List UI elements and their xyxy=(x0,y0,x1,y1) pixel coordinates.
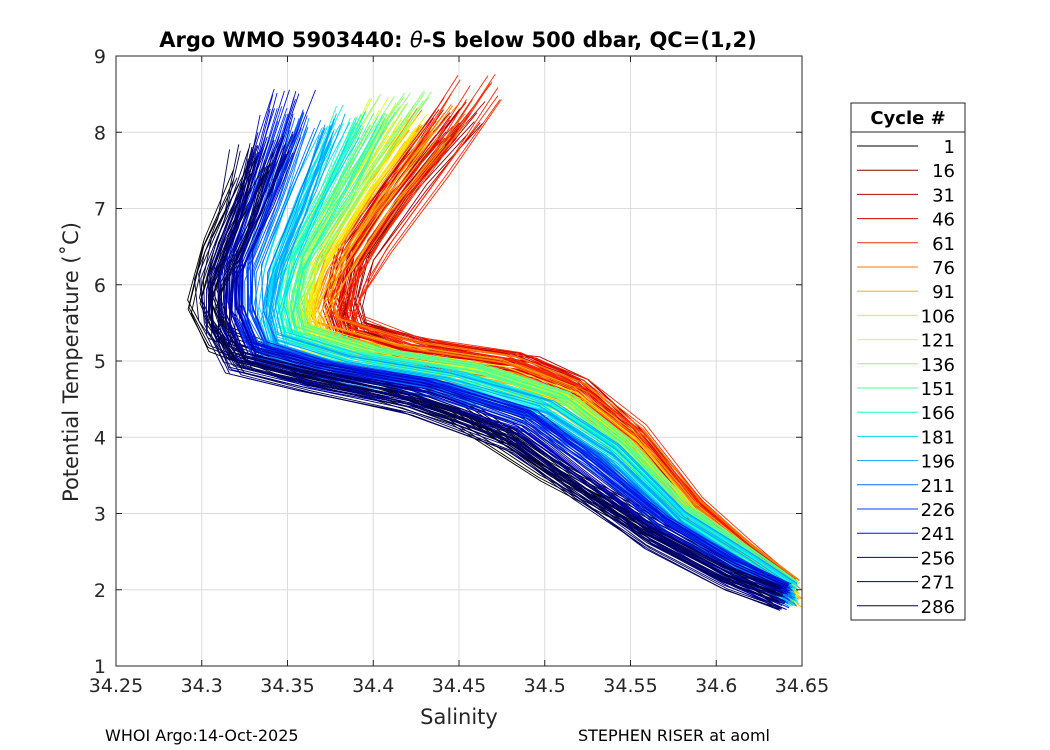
legend-label: 151 xyxy=(921,379,955,400)
x-tick-label: 34.4 xyxy=(352,675,394,697)
legend-label: 91 xyxy=(932,282,955,303)
profile-line xyxy=(230,150,785,601)
y-tick-label: 1 xyxy=(94,656,106,678)
profile-line xyxy=(346,75,796,581)
legend-label: 16 xyxy=(932,161,955,182)
profile-line xyxy=(234,134,789,592)
legend-label: 256 xyxy=(921,548,955,569)
x-tick-label: 34.35 xyxy=(260,675,314,697)
profile-line xyxy=(209,137,780,589)
legend-box xyxy=(850,102,966,621)
profile-line xyxy=(234,152,787,611)
chart-title: Argo WMO 5903440: θ-S below 500 dbar, QC… xyxy=(159,28,756,52)
profile-line xyxy=(299,111,799,583)
legend-label: 286 xyxy=(921,597,955,618)
legend-label: 166 xyxy=(921,403,955,424)
profile-line xyxy=(231,143,785,595)
legend-label: 211 xyxy=(921,476,955,497)
legend-label: 1 xyxy=(944,137,955,158)
profile-line xyxy=(211,151,781,595)
profile-line xyxy=(250,89,792,585)
legend-label: 46 xyxy=(932,210,955,231)
profile-line xyxy=(208,143,780,586)
legend-label: 181 xyxy=(921,427,955,448)
profile-line xyxy=(251,115,792,594)
legend-label: 196 xyxy=(921,452,955,473)
x-tick-label: 34.6 xyxy=(695,675,737,697)
legend-title: Cycle # xyxy=(870,108,945,129)
legend-label: 61 xyxy=(932,234,955,255)
profile-line xyxy=(258,127,793,590)
profile-line xyxy=(348,74,797,580)
x-tick-label: 34.25 xyxy=(89,675,143,697)
legend-label: 121 xyxy=(921,331,955,352)
profile-line xyxy=(217,167,782,610)
y-tick-label: 2 xyxy=(94,580,106,602)
y-tick-label: 5 xyxy=(94,351,106,373)
legend-label: 241 xyxy=(921,524,955,545)
y-tick-label: 9 xyxy=(94,46,106,68)
y-axis-label: Potential Temperature (˚C) xyxy=(59,222,83,502)
legend: Cycle # 1 16 31 46 61 76 91 106 121 136 151 166 181 1… xyxy=(850,102,966,621)
legend-label: 271 xyxy=(921,573,955,594)
x-tick-label: 34.65 xyxy=(775,675,829,697)
legend-label: 226 xyxy=(921,500,955,521)
profile-line xyxy=(211,156,781,600)
legend-label: 76 xyxy=(932,258,955,279)
y-tick-label: 4 xyxy=(94,427,106,449)
axis-ticks: 34.25 34.3 34.35 34.4 34.45 34.5 34.55 34.6 34.6… xyxy=(89,46,829,697)
y-tick-label: 8 xyxy=(94,122,106,144)
series-cycle-286 xyxy=(194,143,783,610)
profile-line xyxy=(218,165,783,609)
x-tick-label: 34.3 xyxy=(181,675,223,697)
y-tick-label: 6 xyxy=(94,275,106,297)
profile-line xyxy=(198,144,778,588)
profile-line xyxy=(209,156,780,607)
footer-right: STEPHEN RISER at aoml xyxy=(578,726,770,745)
x-tick-label: 34.55 xyxy=(603,675,657,697)
profile-line xyxy=(220,152,783,596)
profile-line xyxy=(344,81,797,588)
y-tick-label: 3 xyxy=(94,504,106,526)
legend-label: 106 xyxy=(921,306,955,327)
x-tick-label: 34.5 xyxy=(524,675,566,697)
profile-line xyxy=(271,113,797,584)
legend-label: 136 xyxy=(921,355,955,376)
x-tick-label: 34.45 xyxy=(432,675,486,697)
legend-label: 31 xyxy=(932,185,955,206)
profile-line xyxy=(207,146,781,590)
profile-line xyxy=(206,158,779,602)
footer-left: WHOI Argo:14-Oct-2025 xyxy=(105,726,299,745)
profile-line xyxy=(214,132,782,590)
profile-line xyxy=(291,112,798,583)
series-group xyxy=(187,74,802,611)
profile-line xyxy=(249,112,793,591)
profile-line xyxy=(329,105,800,582)
profile-line xyxy=(269,118,796,589)
x-axis-label: Salinity xyxy=(420,705,498,729)
profile-line xyxy=(274,113,798,584)
y-tick-label: 7 xyxy=(94,199,106,221)
profile-line xyxy=(267,122,795,585)
